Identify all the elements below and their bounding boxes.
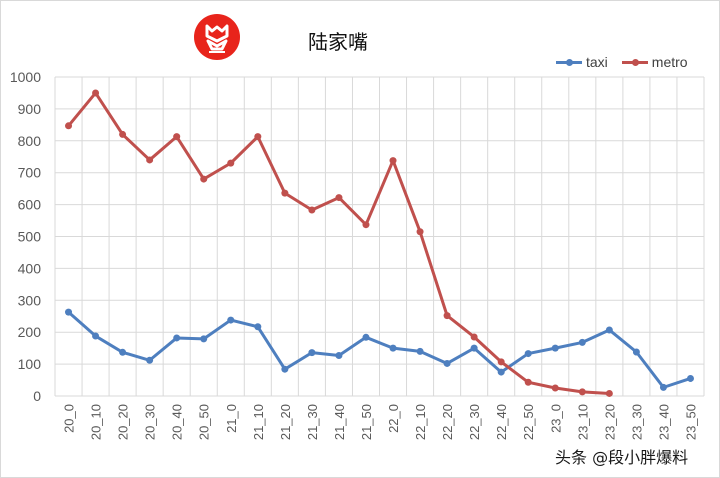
metro-data-point[interactable]	[308, 206, 316, 214]
taxi-data-point[interactable]	[470, 344, 478, 352]
taxi-data-point[interactable]	[659, 383, 667, 391]
metro-data-point[interactable]	[119, 130, 127, 138]
x-tick-label: 21_20	[278, 404, 293, 440]
taxi-data-point[interactable]	[254, 323, 262, 331]
x-tick-label: 21_30	[305, 404, 320, 440]
x-tick-label: 22_50	[521, 404, 536, 440]
x-tick-label: 22_0	[386, 404, 401, 433]
metro-data-point[interactable]	[605, 389, 613, 397]
metro-data-point[interactable]	[362, 221, 370, 229]
x-tick-label: 20_40	[170, 404, 185, 440]
x-tick-label: 21_50	[359, 404, 374, 440]
y-tick-label: 400	[18, 260, 42, 276]
y-tick-label: 700	[18, 165, 42, 181]
metro-data-point[interactable]	[254, 133, 262, 141]
x-tick-label: 23_10	[575, 404, 590, 440]
metro-data-point[interactable]	[173, 133, 181, 141]
taxi-data-point[interactable]	[200, 335, 208, 343]
metro-data-point[interactable]	[200, 175, 208, 183]
fox-logo-icon	[205, 24, 229, 53]
x-tick-label: 21_10	[251, 404, 266, 440]
y-tick-label: 500	[18, 229, 42, 245]
legend-label-metro: metro	[651, 54, 688, 70]
metro-data-point[interactable]	[524, 378, 532, 386]
x-tick-label: 23_0	[548, 404, 563, 433]
taxi-data-point[interactable]	[632, 348, 640, 356]
metro-data-point[interactable]	[281, 189, 289, 197]
taxi-data-point[interactable]	[281, 365, 289, 373]
taxi-data-point[interactable]	[308, 349, 316, 357]
taxi-data-point[interactable]	[524, 350, 532, 358]
taxi-data-point[interactable]	[416, 347, 424, 355]
legend-item-taxi[interactable]: taxi	[556, 54, 608, 70]
taxi-data-point[interactable]	[335, 351, 343, 359]
x-tick-label: 20_10	[89, 404, 104, 440]
taxi-data-point[interactable]	[92, 332, 100, 340]
metro-data-point[interactable]	[65, 122, 73, 130]
y-tick-label: 600	[18, 197, 42, 213]
taxi-data-point[interactable]	[686, 374, 694, 382]
taxi-line	[67, 310, 691, 389]
metro-data-point[interactable]	[551, 384, 559, 392]
y-tick-label: 200	[18, 324, 42, 340]
watermark: 头条 @段小胖爆料	[555, 448, 689, 467]
taxi-data-point[interactable]	[146, 356, 154, 364]
y-tick-label: 100	[18, 356, 42, 372]
x-tick-label: 21_0	[224, 404, 239, 433]
series-taxi	[65, 308, 694, 391]
x-tick-label: 22_40	[494, 404, 509, 440]
y-tick-label: 0	[33, 388, 41, 404]
metro-data-point[interactable]	[416, 228, 424, 236]
metro-data-point[interactable]	[578, 388, 586, 396]
taxi-data-point[interactable]	[227, 316, 235, 324]
x-tick-label: 22_20	[440, 404, 455, 440]
taxi-data-point[interactable]	[497, 368, 505, 376]
metro-line-marker-icon	[621, 58, 648, 66]
taxi-data-point[interactable]	[389, 344, 397, 352]
y-tick-label: 1000	[10, 69, 41, 85]
taxi-line-marker-icon	[556, 58, 582, 66]
taxi-data-point[interactable]	[605, 326, 613, 334]
metro-data-point[interactable]	[227, 159, 235, 167]
x-tick-label: 23_30	[629, 404, 644, 440]
x-tick-label: 20_0	[62, 404, 77, 433]
metro-data-point[interactable]	[335, 194, 343, 202]
x-tick-label: 21_40	[332, 404, 347, 440]
y-tick-label: 300	[18, 292, 42, 308]
taxi-data-point[interactable]	[119, 348, 127, 356]
metro-data-point[interactable]	[389, 157, 397, 165]
x-tick-label: 22_30	[467, 404, 482, 440]
legend-item-metro[interactable]: metro	[621, 54, 688, 70]
x-tick-label: 20_30	[143, 404, 158, 440]
taxi-data-point[interactable]	[65, 308, 73, 316]
metro-data-point[interactable]	[470, 333, 478, 341]
legend-label-taxi: taxi	[586, 54, 608, 70]
taxi-data-point[interactable]	[443, 359, 451, 367]
metro-data-point[interactable]	[497, 358, 505, 366]
metro-data-point[interactable]	[92, 89, 100, 97]
taxi-data-point[interactable]	[551, 344, 559, 352]
x-tick-label: 23_20	[602, 404, 617, 440]
chart-legend: taxi metro	[556, 54, 702, 70]
y-tick-label: 800	[18, 133, 42, 149]
metro-line	[67, 91, 610, 395]
x-tick-label: 20_20	[116, 404, 131, 440]
y-tick-label: 900	[18, 101, 42, 117]
series-metro	[65, 89, 613, 397]
x-tick-label: 23_40	[656, 404, 671, 440]
x-tick-label: 23_50	[683, 404, 698, 440]
metro-data-point[interactable]	[146, 156, 154, 164]
taxi-data-point[interactable]	[362, 333, 370, 341]
chart-title: 陆家嘴	[308, 30, 368, 54]
logo-icon	[194, 14, 240, 60]
x-tick-label: 22_10	[413, 404, 428, 440]
taxi-data-point[interactable]	[173, 334, 181, 342]
metro-data-point[interactable]	[443, 312, 451, 320]
x-tick-label: 20_50	[197, 404, 212, 440]
taxi-data-point[interactable]	[578, 338, 586, 346]
